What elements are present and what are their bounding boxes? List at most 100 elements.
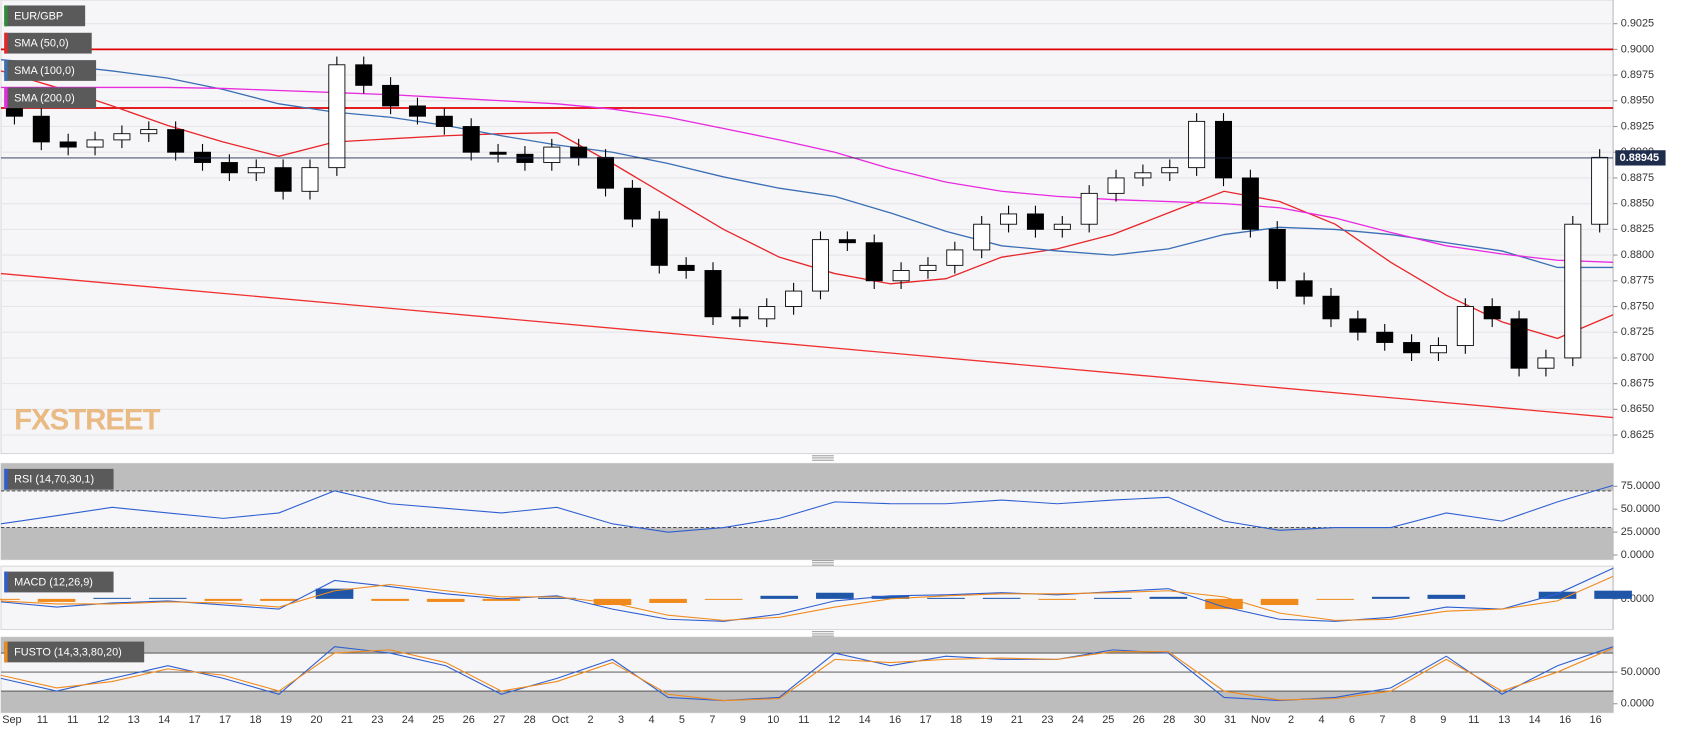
candle-body: [1376, 331, 1394, 343]
y-tick-label: 0.8650: [1621, 403, 1654, 415]
candle-body: [86, 139, 104, 148]
axis-background: [1613, 637, 1707, 713]
candle-body: [274, 167, 292, 192]
histogram-bar: [1594, 590, 1632, 599]
x-tick-label: Nov: [1251, 714, 1271, 726]
x-tick-label: 27: [493, 714, 505, 726]
y-tick-label: 25.0000: [1621, 526, 1660, 538]
last-price-label: 0.88945: [1620, 152, 1659, 164]
y-tick-label: 0.8700: [1621, 352, 1654, 364]
candle-body: [194, 151, 212, 163]
label-text: FUSTO (14,3,3,80,20): [14, 646, 122, 658]
candle-body: [1268, 228, 1286, 282]
histogram-bar: [1538, 591, 1577, 599]
histogram-bar: [1260, 598, 1299, 606]
histogram-bar: [593, 598, 632, 606]
candle-body: [973, 223, 991, 251]
histogram-bar: [204, 598, 243, 601]
x-tick-label: 24: [402, 714, 414, 726]
label-text: SMA (50,0): [14, 38, 69, 50]
candle-body: [919, 264, 937, 271]
x-tick-label: 4: [648, 714, 654, 726]
candle-body: [597, 156, 615, 189]
histogram-bar: [982, 597, 1021, 599]
x-tick-label: 25: [1102, 714, 1114, 726]
histogram-bar: [1205, 598, 1243, 610]
x-tick-label: 23: [371, 714, 383, 726]
y-tick-label: 0.8850: [1621, 198, 1654, 210]
candle-body: [59, 141, 77, 148]
candle-body: [1537, 357, 1555, 369]
candle-body: [1403, 342, 1421, 354]
x-tick-label: 4: [1318, 714, 1324, 726]
x-tick-label: 25: [432, 714, 444, 726]
candle-body: [32, 115, 50, 143]
candle-body: [220, 162, 238, 174]
candle-body: [838, 239, 856, 244]
histogram-bar: [426, 598, 465, 602]
y-tick-label: 0.8800: [1621, 249, 1654, 261]
histogram-bar: [371, 598, 409, 601]
x-tick-label: 20: [310, 714, 322, 726]
y-tick-label: 0.0000: [1621, 698, 1654, 710]
y-tick-label: 75.0000: [1621, 480, 1660, 492]
candle-body: [355, 64, 373, 86]
x-tick-label: 21: [1011, 714, 1023, 726]
histogram-bar: [816, 592, 854, 599]
candle-body: [811, 239, 829, 292]
x-tick-label: 23: [1041, 714, 1053, 726]
candle-body: [677, 264, 695, 271]
oversold-zone: [0, 527, 1614, 560]
x-tick-label: 14: [158, 714, 170, 726]
candle-body: [1510, 318, 1528, 369]
stochastic-line: [0, 647, 1614, 702]
x-tick-label: 10: [767, 714, 779, 726]
y-tick-label: 0.8775: [1621, 275, 1654, 287]
label-box: [4, 5, 86, 27]
y-tick-label: 50.0000: [1621, 503, 1660, 515]
x-tick-label: 26: [463, 714, 475, 726]
x-tick-label: 13: [128, 714, 140, 726]
x-tick-label: 18: [250, 714, 262, 726]
candle-body: [1295, 280, 1313, 297]
histogram-bar: [1149, 596, 1188, 599]
candle-body: [301, 167, 319, 192]
axis-background: [1613, 463, 1707, 560]
label-text: SMA (200,0): [14, 92, 75, 104]
x-tick-label: 17: [920, 714, 932, 726]
label-box: [4, 641, 145, 663]
x-tick-label: 3: [618, 714, 624, 726]
candle-body: [704, 270, 722, 318]
last-price-tag: [1615, 150, 1666, 166]
x-tick-label: 31: [1224, 714, 1236, 726]
overbought-zone: [0, 637, 1614, 654]
histogram-bar: [148, 597, 187, 599]
candle-body: [1053, 223, 1071, 230]
label-box: [4, 60, 97, 81]
x-tick-label: 9: [1440, 714, 1446, 726]
candle-body: [865, 242, 883, 282]
candle-body: [1080, 192, 1098, 225]
x-tick-label: 17: [189, 714, 201, 726]
x-tick-label: 28: [1163, 714, 1175, 726]
x-tick-label: 9: [740, 714, 746, 726]
candle-body: [1322, 295, 1340, 320]
candle-body: [1026, 213, 1044, 230]
histogram-bar: [1371, 596, 1410, 599]
x-tick-label: 7: [709, 714, 715, 726]
candle-body: [435, 115, 453, 127]
candle-body: [328, 64, 346, 169]
candle-body: [758, 306, 776, 320]
candle-body: [731, 316, 749, 320]
label-stripe: [4, 468, 8, 490]
histogram-bar: [93, 597, 131, 599]
x-tick-label: 17: [219, 714, 231, 726]
y-tick-label: 0.8675: [1621, 378, 1654, 390]
label-box: [4, 571, 114, 593]
candle-body: [785, 290, 803, 307]
label-stripe: [4, 641, 8, 663]
y-tick-label: 0.8825: [1621, 223, 1654, 235]
y-tick-label: 50.0000: [1621, 666, 1660, 678]
candle-body: [650, 218, 668, 266]
